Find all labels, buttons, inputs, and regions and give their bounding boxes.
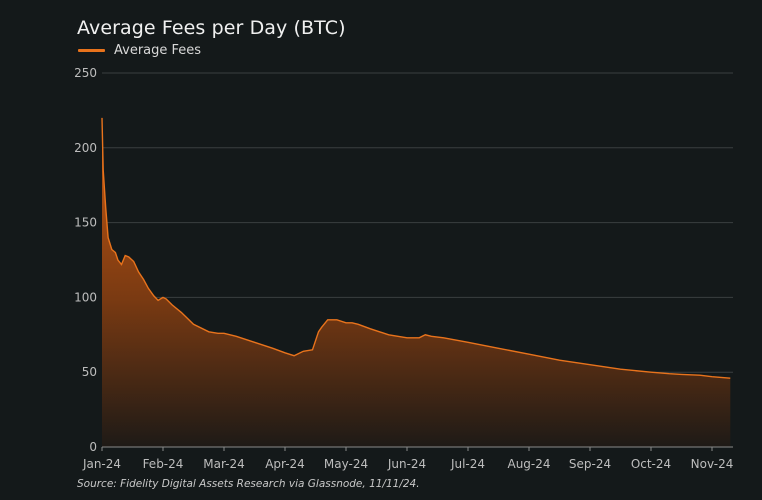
source-note: Source: Fidelity Digital Assets Research…	[77, 478, 420, 490]
y-tick-label: 250	[74, 66, 97, 80]
x-tick-label: Aug-24	[507, 457, 550, 471]
y-tick-label: 200	[74, 141, 97, 155]
area-fill	[102, 117, 731, 448]
legend-label: Average Fees	[114, 43, 202, 58]
chart-title: Average Fees per Day (BTC)	[77, 17, 346, 39]
y-axis: 0 50 100 150 200 250	[74, 66, 97, 454]
x-tick-label: Sep-24	[569, 457, 611, 471]
x-tick-label: Jul-24	[450, 457, 485, 471]
x-tick-label: Jan-24	[82, 457, 121, 471]
legend: Average Fees	[78, 43, 201, 58]
x-tick-label: May-24	[324, 457, 368, 471]
x-tick-label: Oct-24	[631, 457, 671, 471]
y-tick-label: 50	[82, 365, 97, 379]
y-tick-label: 100	[74, 290, 97, 304]
x-axis: Jan-24 Feb-24 Mar-24 Apr-24 May-24 Jun-24 Jul-…	[82, 446, 734, 471]
x-tick-label: Feb-24	[143, 457, 184, 471]
x-tick-label: Mar-24	[203, 457, 244, 471]
area-series	[101, 117, 731, 448]
x-tick-label: Apr-24	[265, 457, 305, 471]
area-line	[101, 117, 731, 379]
y-tick-label: 0	[89, 440, 97, 454]
y-tick-label: 150	[74, 216, 97, 230]
legend-swatch	[78, 49, 105, 52]
x-tick-label: Nov-24	[691, 457, 734, 471]
x-tick-label: Jun-24	[387, 457, 426, 471]
